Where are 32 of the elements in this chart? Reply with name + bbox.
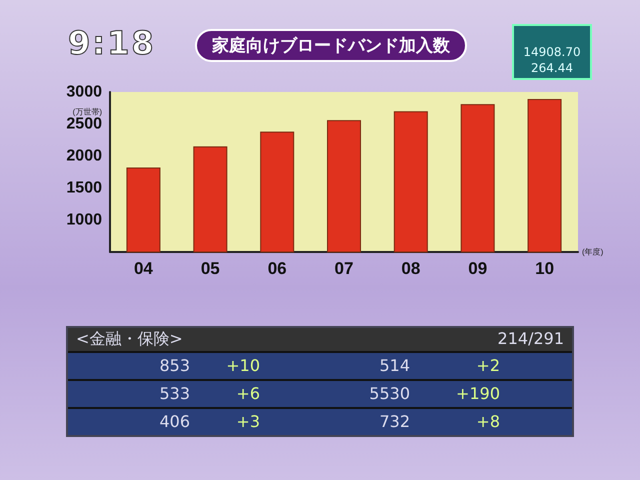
text: 406	[158, 411, 191, 433]
text: 853	[158, 355, 191, 377]
text: 5530	[368, 383, 411, 405]
text: <金融・保険>	[76, 329, 183, 350]
x-tick-label: 07	[334, 259, 354, 278]
y-tick-label: 1500	[66, 180, 102, 196]
y-axis-title: (万世帯)	[72, 108, 102, 116]
x-tick-label: 04	[134, 259, 154, 278]
y-tick-label: 1000	[66, 212, 102, 228]
x-tick-label: 06	[268, 259, 287, 278]
text: 732	[378, 411, 411, 433]
text: +190	[455, 383, 501, 405]
text: 514	[378, 355, 411, 377]
text: +8	[475, 411, 501, 433]
x-tick-label: 05	[200, 259, 220, 278]
chart-title: 家庭向けブロードバンド加入数	[211, 36, 451, 55]
text: 533	[158, 383, 191, 405]
text: +6	[235, 383, 261, 405]
x-tick-label: 09	[468, 259, 488, 278]
y-tick-label: 3000	[66, 84, 102, 100]
y-tick-label: 2500	[66, 116, 102, 132]
text: 14908.70	[522, 44, 582, 60]
text: 9:18	[68, 24, 156, 62]
text: +10	[225, 355, 261, 377]
text: +2	[475, 355, 501, 377]
x-tick-label: 10	[535, 259, 554, 278]
x-tick-label: 08	[401, 259, 420, 278]
text: +3	[235, 411, 261, 433]
text: 264.44	[530, 60, 574, 76]
text: 214/291	[498, 329, 564, 350]
x-axis-title: (年度)	[582, 248, 604, 256]
y-tick-label: 2000	[66, 148, 102, 164]
